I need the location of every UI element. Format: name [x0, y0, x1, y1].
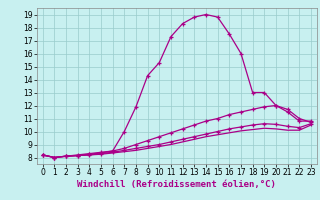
X-axis label: Windchill (Refroidissement éolien,°C): Windchill (Refroidissement éolien,°C) — [77, 180, 276, 189]
